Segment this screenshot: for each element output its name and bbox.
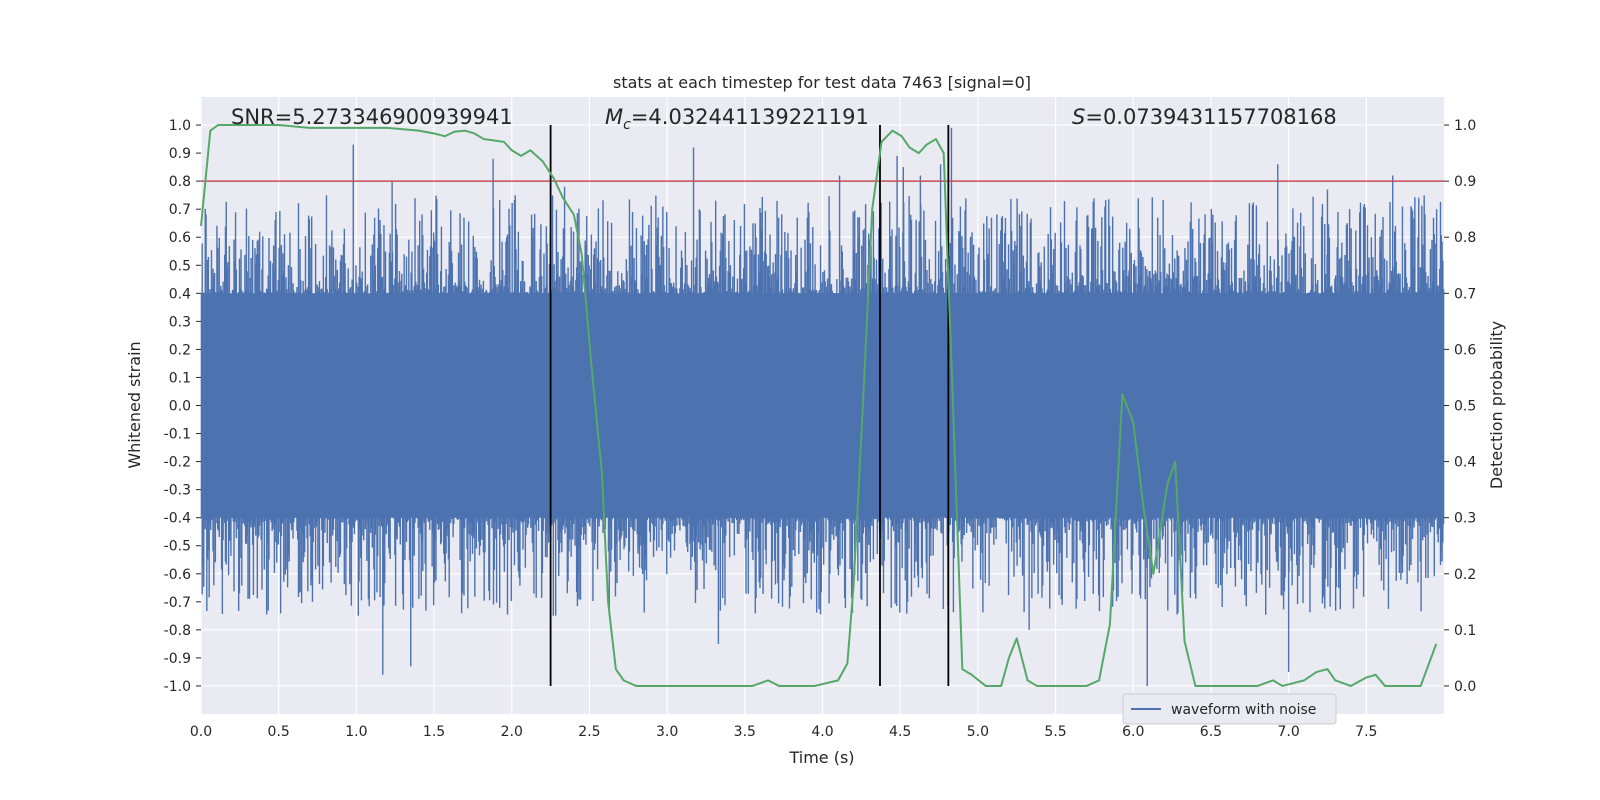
x-tick-label: 3.0 [656, 724, 678, 740]
x-tick-label: 1.0 [345, 724, 367, 740]
y-tick-label: -0.7 [164, 595, 191, 611]
y2-tick-label: 0.1 [1454, 623, 1476, 639]
y-tick-label: 0.7 [169, 202, 191, 218]
chirp-mass-annotation: Mc=4.032441139221191 [605, 105, 869, 133]
y-tick-label: 0.3 [169, 314, 191, 330]
y-tick-label: -0.1 [164, 427, 191, 443]
y-tick-label: 0.6 [169, 230, 191, 246]
s-value: =0.0739431157708168 [1085, 105, 1336, 129]
vertical-lines [549, 125, 950, 686]
x-axis-label: Time (s) [788, 748, 854, 767]
x-tick-label: 7.0 [1277, 724, 1299, 740]
chirp-mass-symbol: M [605, 105, 623, 129]
x-tick-label: 6.5 [1200, 724, 1222, 740]
x-tick-label: 4.0 [811, 724, 833, 740]
y2-tick-label: 0.3 [1454, 511, 1476, 527]
y-tick-label: -0.4 [164, 511, 191, 527]
legend-box [1122, 693, 1337, 725]
y-tick-label: 0.9 [169, 146, 191, 162]
snr-annotation: SNR=5.273346900939941 [231, 105, 513, 129]
y-tick-label: 0.4 [169, 286, 191, 302]
x-tick-label: 1.5 [423, 724, 445, 740]
y2-tick-label: 0.9 [1454, 174, 1476, 190]
y-tick-label: -1.0 [164, 679, 191, 695]
x-tick-label: 0.0 [190, 724, 212, 740]
x-tick-label: 4.5 [889, 724, 911, 740]
y2-tick-label: 0.5 [1454, 399, 1476, 415]
s-annotation: S=0.0739431157708168 [1072, 105, 1337, 129]
x-tick-label: 5.0 [967, 724, 989, 740]
y2-tick-label: 0.4 [1454, 455, 1476, 471]
y-tick-label: -0.2 [164, 455, 191, 471]
x-tick-label: 5.5 [1044, 724, 1066, 740]
waveform-line [200, 127, 1445, 686]
y-tick-label: 0.5 [169, 258, 191, 274]
y2-tick-label: 0.7 [1454, 286, 1476, 302]
probability-series [200, 124, 1438, 687]
y2-tick-label: 0.6 [1454, 342, 1476, 358]
legend: waveform with noise [1122, 693, 1337, 725]
x-tick-label: 2.5 [578, 724, 600, 740]
chirp-mass-value: =4.032441139221191 [631, 105, 869, 129]
probability-line [200, 124, 1438, 687]
y-tick-label: -0.5 [164, 539, 191, 555]
chirp-mass-subscript: c [623, 117, 631, 133]
y2-tick-label: 1.0 [1454, 118, 1476, 134]
chart-title: stats at each timestep for test data 746… [613, 73, 1031, 92]
y2-tick-label: 0.2 [1454, 567, 1476, 583]
y-tick-label: 0.1 [169, 370, 191, 386]
y-tick-label: 0.8 [169, 174, 191, 190]
y2-tick-label: 0.8 [1454, 230, 1476, 246]
waveform-series [200, 127, 1445, 686]
s-symbol: S [1072, 105, 1085, 129]
y-tick-label: 1.0 [169, 118, 191, 134]
y2-tick-label: 0.0 [1454, 679, 1476, 695]
x-tick-label: 6.0 [1122, 724, 1144, 740]
y-tick-label: -0.6 [164, 567, 191, 583]
y-tick-label: 0.2 [169, 342, 191, 358]
y-tick-label: 0.0 [169, 399, 191, 415]
y-axis-label: Whitened strain [125, 341, 144, 468]
legend-label: waveform with noise [1171, 702, 1316, 718]
x-tick-label: 3.5 [734, 724, 756, 740]
x-tick-label: 0.5 [268, 724, 290, 740]
y-tick-label: -0.9 [164, 651, 191, 667]
y-tick-label: -0.8 [164, 623, 191, 639]
x-ticks: 0.0 0.5 1.0 1.5 2.0 2.5 3.0 3.5 4.0 4.5 5.0 5.5 6.0 6… [190, 724, 1378, 740]
x-tick-label: 7.5 [1355, 724, 1377, 740]
y-ticks: 1.0 0.9 0.8 0.7 0.6 0.5 0.4 0.3 0.2 0.1 0.0 -0.1 -0.… [164, 118, 201, 695]
x-tick-label: 2.0 [501, 724, 523, 740]
y-tick-label: -0.3 [164, 483, 191, 499]
y2-ticks: 1.0 0.9 0.8 0.7 0.6 0.5 0.4 0.3 0.2 0.1 0.0 [1444, 118, 1476, 695]
y2-axis-label: Detection probability [1487, 321, 1506, 489]
